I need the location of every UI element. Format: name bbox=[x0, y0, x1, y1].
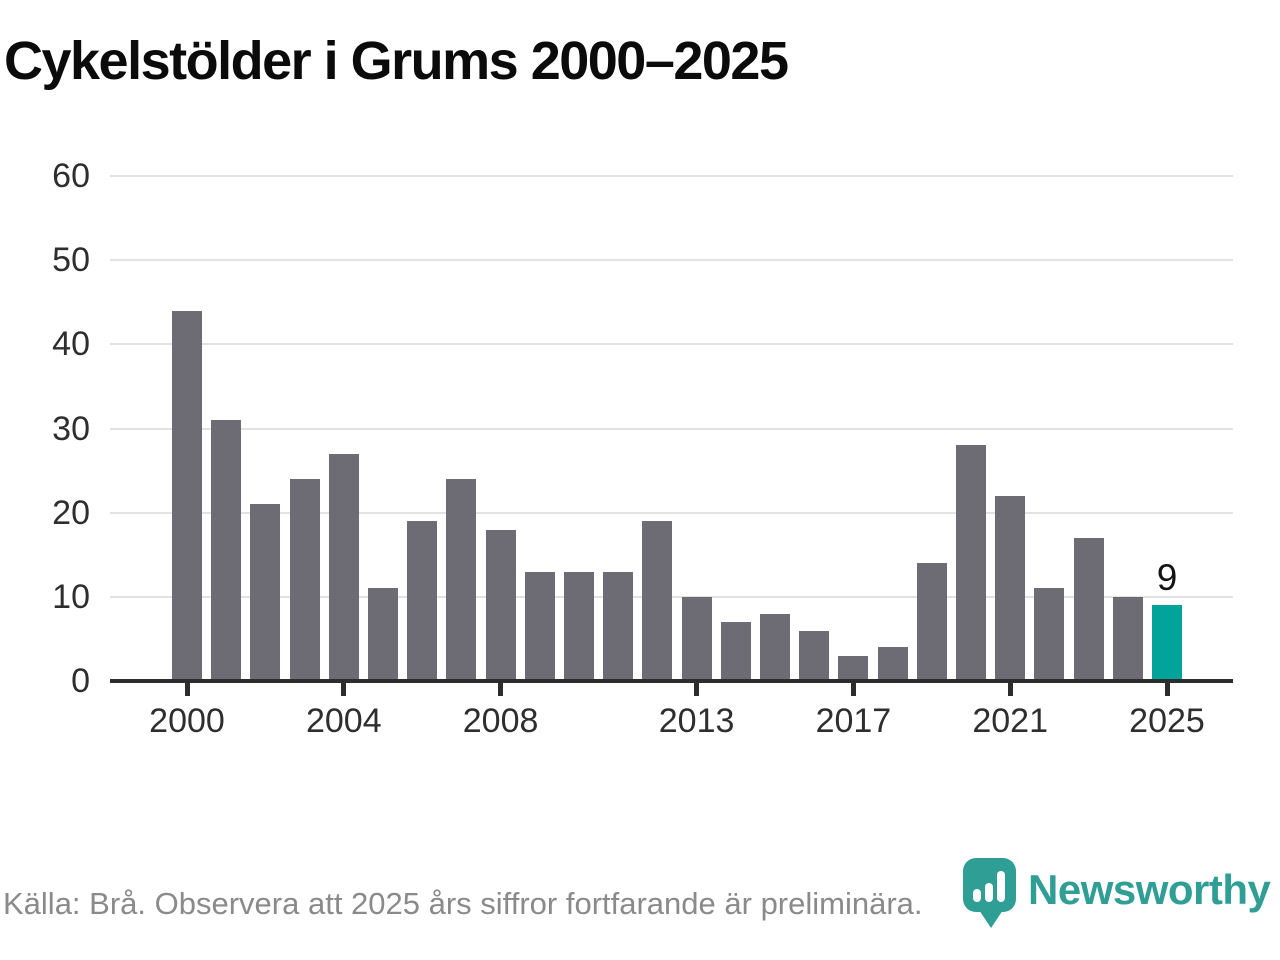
y-axis-tick-label: 20 bbox=[52, 493, 90, 532]
bar-2010 bbox=[564, 571, 594, 681]
x-axis-tick bbox=[1007, 683, 1013, 696]
x-axis-tick-label: 2008 bbox=[462, 702, 539, 740]
bar-2002 bbox=[250, 504, 281, 681]
bar-chart-pin-icon bbox=[963, 858, 1016, 928]
x-axis-tick bbox=[1164, 683, 1170, 696]
gridline bbox=[110, 343, 1233, 346]
bar-2012 bbox=[642, 521, 673, 681]
bar-2004 bbox=[328, 453, 359, 681]
x-axis-tick-label: 2021 bbox=[972, 702, 1048, 740]
brand-wordmark: Newsworthy bbox=[1028, 866, 1271, 913]
bar-2023 bbox=[1073, 537, 1104, 681]
x-axis-tick-label: 2025 bbox=[1129, 702, 1205, 740]
plot-area bbox=[110, 175, 1233, 683]
bar-2024 bbox=[1112, 596, 1143, 681]
x-axis-tick-label: 2004 bbox=[305, 702, 382, 740]
x-axis-tick-label: 2000 bbox=[149, 702, 225, 740]
y-axis-tick-label: 60 bbox=[52, 157, 90, 195]
x-axis-tick bbox=[694, 683, 700, 696]
bar-2016 bbox=[799, 630, 830, 681]
bar-value-label: 9 bbox=[1156, 557, 1178, 598]
gridline bbox=[110, 511, 1233, 514]
x-axis-line bbox=[110, 679, 1233, 683]
bar-2020 bbox=[956, 445, 986, 681]
y-axis-tick-label: 40 bbox=[52, 325, 90, 364]
y-axis-tick-label: 30 bbox=[52, 409, 90, 448]
bar-2022 bbox=[1034, 588, 1065, 681]
y-axis-tick-label: 10 bbox=[52, 577, 90, 616]
x-axis-tick bbox=[184, 683, 190, 696]
bar-2009 bbox=[524, 571, 555, 681]
brand-logo: Newsworthy bbox=[962, 858, 1272, 942]
gridline bbox=[110, 175, 1233, 177]
bar-2014 bbox=[720, 622, 751, 681]
bar-2015 bbox=[760, 613, 790, 681]
x-axis-tick bbox=[341, 683, 347, 696]
x-axis-tick-label: 2013 bbox=[658, 702, 735, 740]
bar-2013 bbox=[681, 596, 712, 681]
y-axis-tick-label: 0 bbox=[71, 662, 90, 700]
bar-2007 bbox=[446, 479, 477, 681]
x-axis-tick bbox=[850, 683, 856, 696]
bar-2021 bbox=[995, 495, 1026, 681]
source-note: Källa: Brå. Observera att 2025 års siffr… bbox=[3, 886, 923, 921]
gridline bbox=[110, 427, 1233, 430]
bar-2008 bbox=[485, 529, 516, 681]
bar-2000 bbox=[172, 310, 202, 681]
bar-2019 bbox=[916, 563, 947, 681]
bar-2006 bbox=[407, 521, 438, 681]
bar-2017 bbox=[838, 655, 869, 681]
bar-2005 bbox=[368, 588, 398, 681]
page-title: Cykelstölder i Grums 2000–2025 bbox=[4, 31, 789, 91]
x-axis-tick bbox=[498, 683, 504, 696]
gridline bbox=[110, 259, 1233, 262]
bar-2011 bbox=[603, 571, 634, 681]
bar-2018 bbox=[877, 647, 908, 681]
x-axis-tick-label: 2017 bbox=[815, 702, 892, 740]
y-axis-tick-label: 50 bbox=[52, 241, 90, 280]
bar-2025 bbox=[1152, 605, 1182, 681]
bar-2003 bbox=[289, 479, 320, 681]
bar-2001 bbox=[211, 420, 242, 681]
